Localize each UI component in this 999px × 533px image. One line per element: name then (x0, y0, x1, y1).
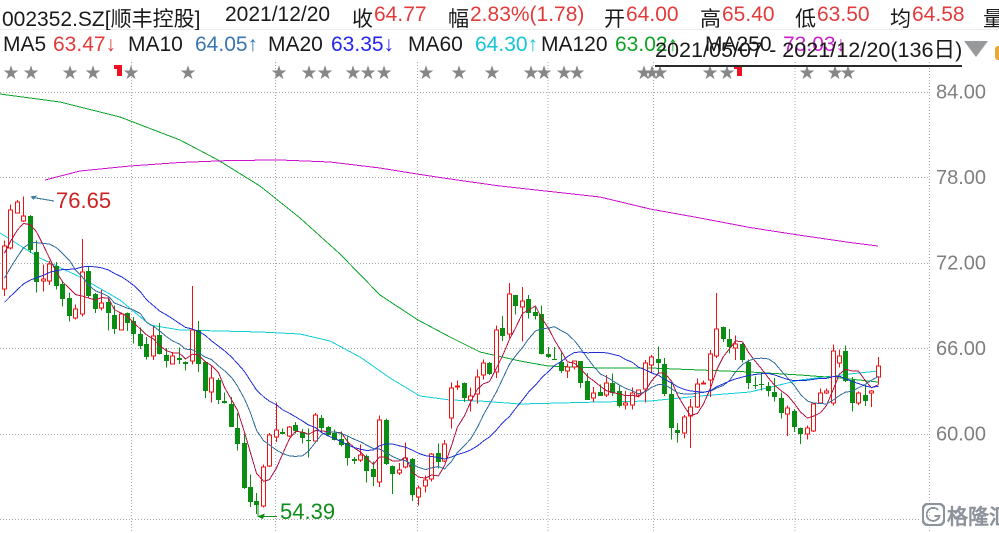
svg-text:★: ★ (535, 63, 552, 84)
svg-text:格隆汇: 格隆汇 (947, 505, 999, 529)
svg-text:66.00: 66.00 (936, 338, 986, 360)
svg-text:★: ★ (483, 63, 500, 84)
svg-text:★: ★ (826, 63, 843, 84)
svg-text:54.39: 54.39 (280, 499, 335, 524)
svg-text:★: ★ (2, 63, 19, 84)
svg-text:★: ★ (84, 63, 101, 84)
svg-text:★: ★ (701, 63, 718, 84)
svg-text:★: ★ (635, 63, 652, 84)
svg-text:★: ★ (22, 63, 39, 84)
svg-text:60.00: 60.00 (936, 424, 986, 446)
svg-text:★: ★ (179, 63, 196, 84)
svg-text:★: ★ (61, 63, 78, 84)
svg-text:★: ★ (450, 63, 467, 84)
svg-text:84.00: 84.00 (936, 82, 986, 104)
svg-text:★: ★ (359, 63, 376, 84)
svg-text:★: ★ (417, 63, 434, 84)
svg-text:★: ★ (316, 63, 333, 84)
svg-text:★: ★ (568, 63, 585, 84)
svg-text:★: ★ (839, 63, 856, 84)
svg-text:★: ★ (522, 63, 539, 84)
svg-text:76.65: 76.65 (56, 188, 111, 213)
svg-text:78.00: 78.00 (936, 167, 986, 189)
svg-text:★: ★ (651, 63, 668, 84)
svg-text:72.00: 72.00 (936, 253, 986, 275)
svg-text:★: ★ (798, 63, 815, 84)
svg-text:★: ★ (300, 63, 317, 84)
svg-text:★: ★ (122, 63, 139, 84)
svg-text:★: ★ (555, 63, 572, 84)
svg-text:★: ★ (375, 63, 392, 84)
svg-text:★: ★ (344, 63, 361, 84)
svg-text:★: ★ (270, 63, 287, 84)
svg-text:★: ★ (643, 63, 660, 84)
svg-text:★: ★ (718, 63, 735, 84)
